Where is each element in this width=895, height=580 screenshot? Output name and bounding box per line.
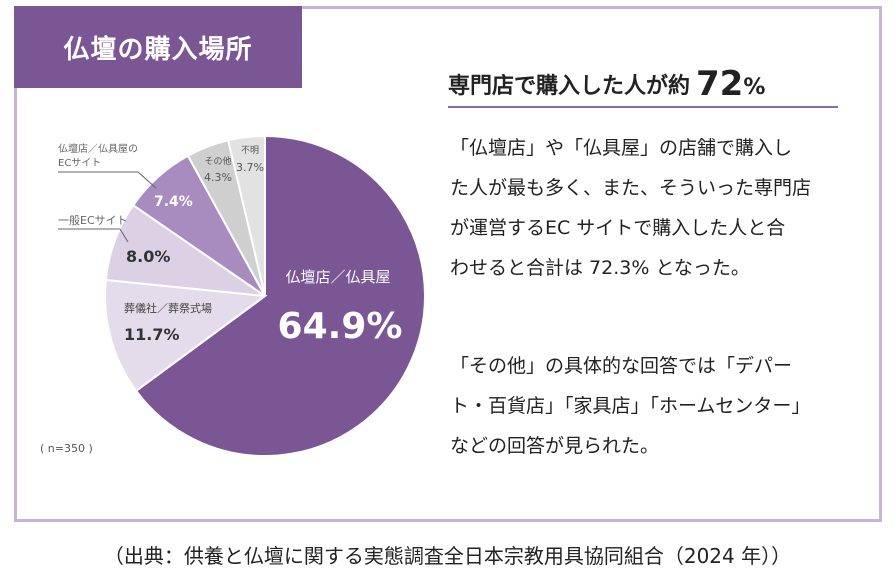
paragraph-line: 「その他」の具体的な回答では「デパー bbox=[450, 355, 793, 377]
paragraph-line: わせると合計は 72.3% となった。 bbox=[450, 257, 750, 279]
slice-value: 64.9% bbox=[278, 306, 403, 347]
pie-slice bbox=[104, 278, 268, 393]
slice-label: その他 bbox=[204, 155, 231, 167]
slice-value: 4.3% bbox=[204, 171, 232, 184]
slice-label: 仏壇店／仏具屋 bbox=[285, 268, 390, 286]
slice-label: 一般ECサイト bbox=[58, 214, 128, 227]
slice-label: 不明 bbox=[241, 145, 259, 156]
headline-unit: % bbox=[743, 75, 766, 100]
leader-line bbox=[58, 171, 157, 189]
slice-value: 3.7% bbox=[236, 161, 264, 174]
paragraph-line: 「仏壇店」や「仏具屋」の店舗で購入し bbox=[450, 137, 793, 159]
headline-text: 専門店で購入した人が約 bbox=[448, 74, 691, 99]
pie-slice bbox=[226, 134, 266, 297]
slice-value: 7.4% bbox=[154, 194, 193, 210]
paragraph-1: 「仏壇店」や「仏具屋」の店舗で購入し た人が最も多く、また、そういった専門店 が… bbox=[450, 128, 860, 288]
paragraph-line: た人が最も多く、また、そういった専門店 bbox=[450, 177, 812, 199]
leader-line bbox=[58, 228, 129, 243]
paragraph-2: 「その他」の具体的な回答では「デパー ト・百貨店」「家具店」「ホームセンター」 … bbox=[450, 346, 860, 466]
headline: 専門店で購入した人が約 72 % bbox=[448, 58, 838, 108]
paragraph-line: ト・百貨店」「家具店」「ホームセンター」 bbox=[450, 395, 811, 417]
slice-label: ECサイト bbox=[58, 157, 101, 169]
paragraph-line: が運営するEC サイトで購入した人と合 bbox=[450, 217, 786, 239]
headline-number: 72 bbox=[696, 64, 744, 104]
slice-value: 11.7% bbox=[124, 325, 180, 344]
sample-size-label: ( n=350 ) bbox=[40, 442, 93, 455]
pie-slice bbox=[134, 134, 426, 457]
slice-value: 8.0% bbox=[126, 247, 170, 266]
paragraph-line: などの回答が見られた。 bbox=[450, 435, 660, 457]
page-title: 仏壇の購入場所 bbox=[14, 6, 302, 88]
slice-label: 仏壇店／仏具屋の bbox=[58, 142, 138, 155]
slice-label: 葬儀社／葬祭式場 bbox=[124, 301, 212, 315]
source-note: （出典：供養と仏壇に関する実態調査全日本宗教用具協同組合（2024 年）） bbox=[103, 544, 792, 568]
